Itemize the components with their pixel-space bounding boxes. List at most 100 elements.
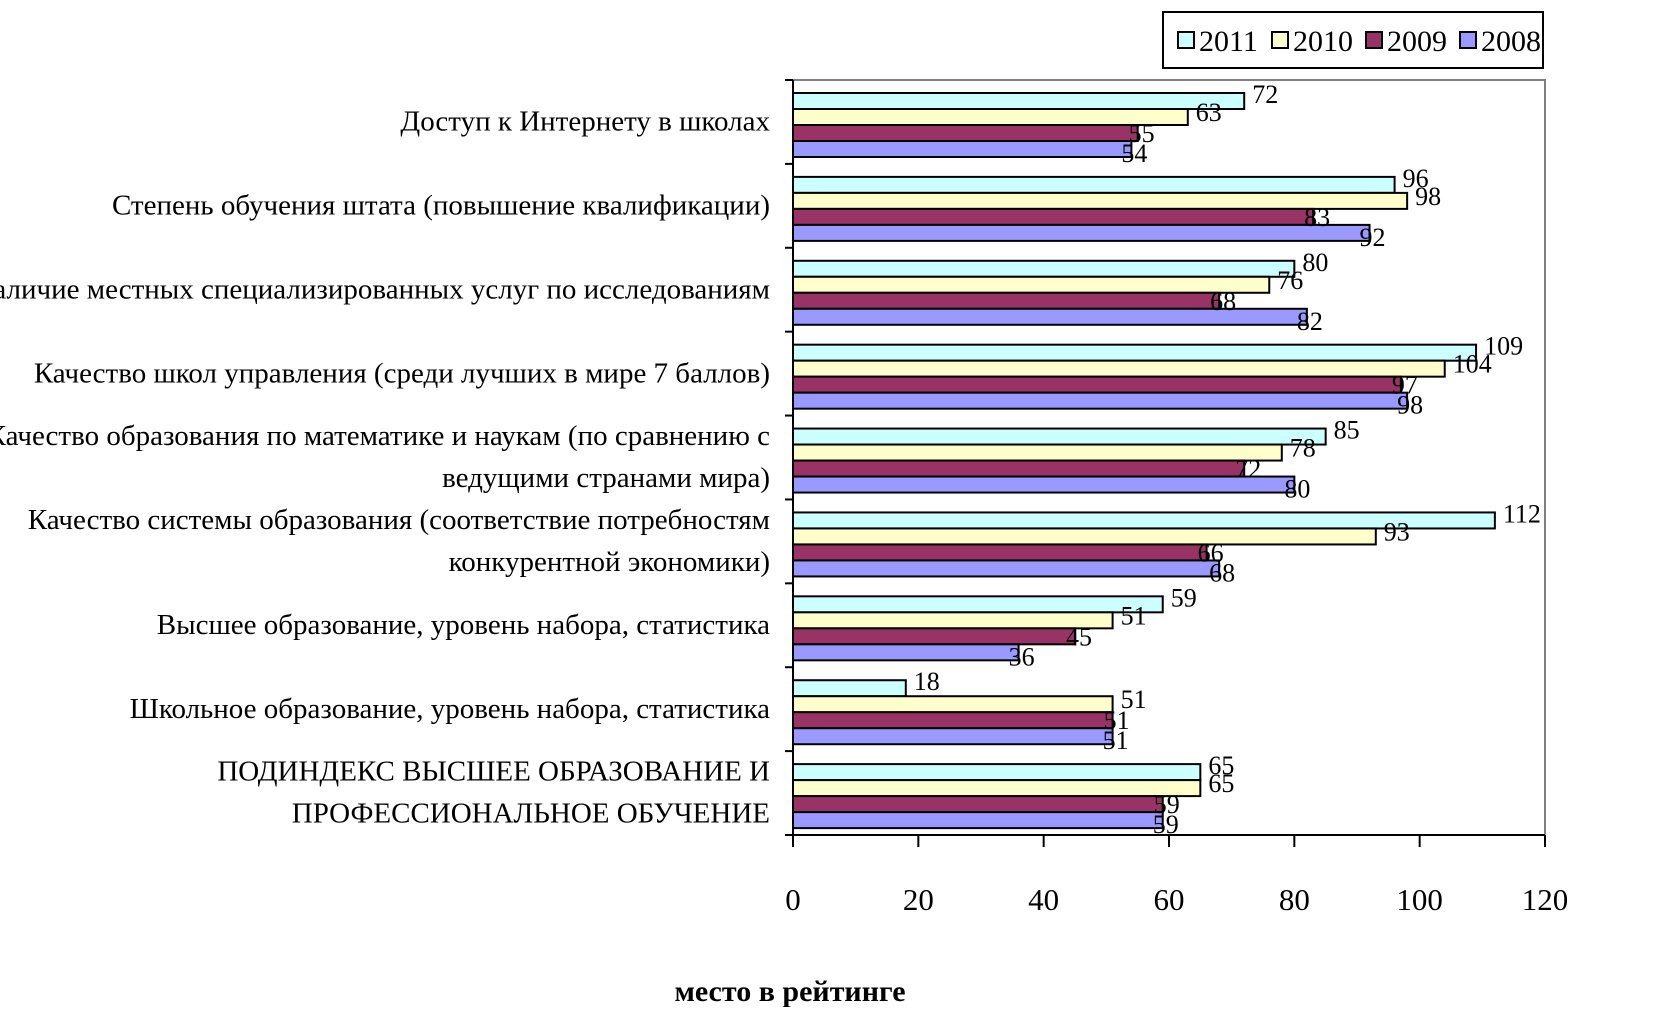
bar-2008-8: [792, 811, 1164, 830]
x-tick-label-4: 80: [1279, 882, 1310, 917]
category-label-8-0: ПОДИНДЕКС ВЫСШЕЕ ОБРАЗОВАНИЕ И: [217, 756, 770, 788]
data-label-2009-7: 51: [1104, 706, 1130, 735]
bar-2011-0: [792, 92, 1246, 110]
data-label-2009-5: 66: [1198, 538, 1224, 567]
legend-swatch-2008: [1459, 31, 1477, 49]
category-label-8-1: ПРОФЕССИОНАЛЬНОЕ ОБУЧЕНИЕ: [292, 798, 770, 830]
data-label-2009-8: 59: [1154, 790, 1180, 819]
bar-2008-5: [792, 559, 1221, 578]
data-label-2011-4: 85: [1334, 416, 1360, 445]
bar-2008-0: [792, 140, 1133, 158]
bar-2010-4: [792, 443, 1283, 462]
data-label-2011-2: 80: [1302, 248, 1328, 277]
data-label-2009-1: 83: [1304, 203, 1330, 232]
legend-label-2010: 2010: [1293, 25, 1353, 58]
data-label-2008-1: 92: [1360, 223, 1386, 252]
data-label-group: 7263555496988392807668821091049798857872…: [914, 80, 1541, 839]
data-label-2010-0: 63: [1196, 98, 1222, 127]
data-label-2008-4: 80: [1284, 475, 1310, 504]
data-label-2008-0: 54: [1121, 139, 1147, 168]
y-tick-group: [785, 79, 793, 836]
data-label-2008-5: 68: [1209, 558, 1235, 587]
legend-swatch-2010: [1271, 31, 1289, 49]
bar-2008-6: [792, 643, 1020, 662]
category-label-0-0: Доступ к Интернету в школах: [400, 106, 770, 138]
data-label-2010-7: 51: [1121, 685, 1147, 714]
bar-2011-3: [792, 343, 1478, 362]
legend-label-2011: 2011: [1199, 25, 1258, 58]
data-label-2008-6: 36: [1009, 642, 1035, 671]
category-label-1-0: Степень обучения штата (повышение квалиф…: [112, 189, 770, 221]
data-label-2011-7: 18: [914, 667, 940, 696]
bar-2008-1: [792, 223, 1371, 242]
x-tick-label-6: 120: [1522, 882, 1569, 917]
x-tick-label-5: 100: [1396, 882, 1443, 917]
bar-2009-7: [792, 711, 1114, 730]
data-label-2008-7: 51: [1103, 726, 1129, 755]
bar-2009-1: [792, 207, 1315, 226]
category-label-7-0: Школьное образование, уровень набора, ст…: [130, 693, 771, 725]
data-label-2010-8: 65: [1208, 769, 1234, 798]
data-label-2009-6: 45: [1066, 622, 1092, 651]
legend-label-2008: 2008: [1481, 25, 1541, 58]
data-label-2011-5: 112: [1503, 499, 1541, 528]
data-label-2008-2: 82: [1297, 307, 1323, 336]
bar-2011-4: [792, 427, 1327, 446]
x-tick-label-0: 0: [785, 882, 801, 917]
bar-2011-8: [792, 763, 1202, 782]
bar-2011-6: [792, 595, 1164, 614]
data-label-2010-5: 93: [1384, 517, 1410, 546]
data-label-2009-3: 97: [1392, 371, 1418, 400]
data-label-2009-2: 68: [1210, 287, 1236, 316]
category-label-3-0: Качество школ управления (среди лучших в…: [34, 357, 770, 389]
bar-2009-3: [792, 375, 1402, 394]
bar-2009-8: [792, 795, 1164, 814]
bar-2010-8: [792, 779, 1202, 798]
bar-2009-5: [792, 543, 1208, 562]
legend-label-2009: 2009: [1387, 25, 1447, 58]
data-label-2010-2: 76: [1277, 266, 1303, 295]
bar-group: [792, 92, 1496, 830]
bar-2010-6: [792, 611, 1114, 630]
data-label-2010-4: 78: [1290, 434, 1316, 463]
category-label-group: Доступ к Интернету в школах Степень обуче…: [0, 106, 770, 830]
data-label-2010-6: 51: [1121, 601, 1147, 630]
bar-2010-2: [792, 275, 1271, 294]
bar-2010-7: [792, 695, 1114, 714]
data-label-2011-6: 59: [1171, 583, 1197, 612]
category-label-6-0: Высшее образование, уровень набора, стат…: [157, 609, 770, 641]
bar-2010-5: [792, 527, 1377, 546]
x-tick-label-group: 0 20 40 60 80 100 120: [785, 882, 1568, 917]
x-tick-label-1: 20: [903, 882, 934, 917]
bar-2010-3: [792, 359, 1446, 378]
category-label-5-0: Качество системы образования (соответств…: [28, 504, 770, 536]
category-label-5-1: конкурентной экономики): [449, 546, 770, 578]
bar-2008-7: [792, 727, 1114, 746]
data-label-2008-3: 98: [1397, 391, 1423, 420]
legend-box: [1162, 11, 1544, 69]
x-axis-title: место в рейтинге: [674, 975, 905, 1007]
data-label-2009-0: 55: [1129, 119, 1155, 148]
data-label-2011-0: 72: [1252, 80, 1278, 109]
data-label-2009-4: 72: [1235, 455, 1261, 484]
data-label-2010-1: 98: [1415, 182, 1441, 211]
legend-swatch-2009: [1365, 31, 1383, 49]
x-tick-label-3: 60: [1154, 882, 1185, 917]
data-label-2011-1: 96: [1403, 164, 1429, 193]
bar-2011-1: [792, 175, 1396, 194]
x-tick-group: [792, 835, 1546, 847]
bar-2009-0: [792, 124, 1139, 142]
legend-swatch-2011: [1177, 31, 1195, 49]
data-label-2011-3: 109: [1484, 332, 1523, 361]
x-tick-label-2: 40: [1028, 882, 1059, 917]
data-label-2011-8: 65: [1208, 751, 1234, 780]
category-label-4-0: Качество образования по математике и нау…: [0, 420, 770, 452]
category-label-2-0: Наличие местных специализированных услуг…: [0, 273, 770, 305]
category-label-4-1: ведущими странами мира): [442, 462, 770, 494]
bar-2008-3: [792, 391, 1409, 410]
bar-2009-2: [792, 291, 1221, 310]
bar-2011-2: [792, 259, 1296, 278]
legend: 2011 2010 2009 2008: [1162, 11, 1544, 69]
bar-2009-4: [792, 459, 1246, 478]
